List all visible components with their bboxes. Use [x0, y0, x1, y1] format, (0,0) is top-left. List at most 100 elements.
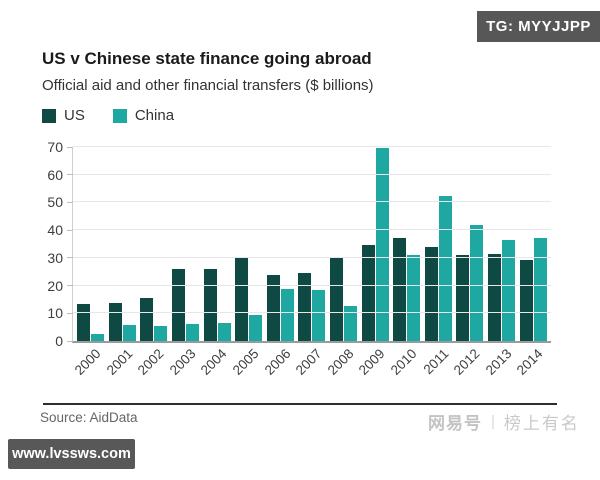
china-legend-label: China: [134, 107, 175, 124]
x-axis-label: 2007: [293, 346, 325, 378]
netease-tagline-text: 榜上有名: [503, 414, 580, 433]
x-axis-label: 2001: [103, 346, 136, 378]
bar-group-2009: 2009: [356, 147, 390, 378]
gridline: [73, 201, 551, 203]
china-bar-2013: [502, 240, 516, 341]
x-axis-label: 2005: [229, 346, 262, 378]
bar-group-2008: 2008: [325, 147, 358, 378]
y-axis-label: 0: [55, 333, 63, 349]
gridline: [73, 312, 551, 314]
us-bar-2006: [266, 275, 280, 341]
china-legend-swatch: [112, 108, 127, 123]
x-axis-label: 2011: [420, 346, 452, 378]
gridline: [73, 256, 551, 258]
china-bar-2009: [375, 148, 389, 341]
netease-watermark: 网易号 | 榜上有名: [428, 409, 580, 434]
us-legend-swatch: [42, 108, 56, 123]
us-legend-label: US: [64, 107, 85, 124]
gridline: [73, 173, 551, 175]
y-axis-label: 20: [47, 277, 63, 294]
y-axis-label: 60: [47, 166, 63, 183]
china-bar-2003: [186, 324, 200, 341]
y-axis-tick: [67, 229, 73, 231]
watermark-separator: |: [491, 413, 495, 430]
bar-group-2005: 2005: [230, 147, 263, 378]
y-axis-label: 70: [47, 139, 63, 155]
us-bar-2000: [77, 303, 91, 341]
y-axis-label: 30: [47, 249, 63, 266]
y-axis-label: 40: [47, 222, 63, 239]
netease-brand-text: 网易号: [428, 414, 482, 433]
china-bar-2008: [344, 306, 358, 341]
china-bar-2010: [407, 255, 421, 341]
y-axis-tick: [67, 257, 73, 259]
china-bar-2007: [312, 289, 326, 341]
y-axis-tick: [67, 312, 73, 314]
us-bar-2010: [393, 237, 407, 341]
bar-groups: 2000 2001 2002 2003 2004 2005 2006 2007 2008 2009…: [72, 147, 551, 378]
us-bar-2009: [361, 245, 375, 341]
y-axis-tick: [67, 340, 73, 342]
china-bar-2006: [280, 289, 294, 341]
us-bar-2014: [519, 259, 533, 341]
x-axis-label: 2004: [198, 346, 231, 378]
us-bar-2004: [203, 268, 217, 341]
y-axis-tick: [67, 146, 73, 148]
china-bar-2000: [91, 333, 105, 341]
bar-group-2011: 2011: [420, 147, 453, 377]
us-bar-2005: [235, 256, 249, 341]
us-bar-2007: [298, 273, 312, 341]
y-axis-tick: [67, 285, 73, 287]
bar-group-2010: 2010: [388, 147, 421, 378]
legend-item-us: US: [42, 107, 85, 124]
x-axis-label: 2003: [166, 346, 199, 378]
bar-chart-plot-area: 2000 2001 2002 2003 2004 2005 2006 2007 2008 2009…: [47, 139, 551, 378]
us-bar-2002: [140, 298, 154, 341]
bar-group-2006: 2006: [261, 147, 295, 378]
gridline: [73, 146, 551, 147]
y-axis-tick: [67, 174, 73, 176]
gridline: [73, 284, 551, 286]
bar-group-2012: 2012: [451, 147, 484, 378]
bar-group-2002: 2002: [135, 147, 168, 378]
x-axis-label: 2010: [387, 346, 420, 378]
bar-group-2007: 2007: [293, 147, 326, 378]
chart-subtitle: Official aid and other financial transfe…: [42, 77, 374, 94]
bar-group-2014: 2014: [514, 147, 548, 378]
x-axis-label: 2008: [324, 346, 357, 378]
site-watermark-badge: www.lvssws.com: [8, 439, 135, 469]
source-attribution: Source: AidData: [40, 410, 138, 425]
china-bar-2014: [533, 237, 547, 341]
footer-divider: [43, 403, 557, 405]
x-axis-label: 2009: [356, 346, 389, 378]
bar-group-2013: 2013: [483, 147, 516, 378]
x-axis-label: 2006: [261, 346, 294, 378]
china-bar-2011: [438, 195, 452, 341]
chart-title: US v Chinese state finance going abroad: [42, 49, 372, 68]
bar-group-2003: 2003: [167, 147, 200, 378]
china-bar-2004: [217, 323, 231, 341]
legend-item-china: China: [112, 107, 175, 124]
china-bar-2001: [122, 325, 136, 341]
x-axis-label: 2013: [482, 346, 515, 378]
x-axis-label: 2002: [135, 346, 167, 378]
us-bar-2008: [330, 257, 344, 341]
us-bar-2012: [456, 254, 470, 341]
china-bar-2002: [154, 326, 168, 341]
x-axis-label: 2000: [71, 346, 104, 378]
china-bar-2005: [249, 314, 263, 341]
telegram-watermark-badge: TG: MYYJJPP: [477, 11, 600, 42]
legend: US China: [42, 107, 174, 124]
gridline: [73, 229, 551, 231]
x-axis-label: 2014: [514, 346, 547, 378]
us-bar-2001: [108, 303, 122, 341]
x-axis-label: 2012: [450, 346, 483, 378]
bar-group-2004: 2004: [198, 147, 232, 378]
y-axis-label: 10: [47, 305, 63, 322]
us-bar-2011: [424, 246, 438, 341]
y-axis-label: 50: [47, 194, 63, 211]
us-bar-2003: [172, 269, 186, 341]
y-axis-tick: [67, 201, 73, 203]
us-bar-2013: [488, 253, 502, 341]
